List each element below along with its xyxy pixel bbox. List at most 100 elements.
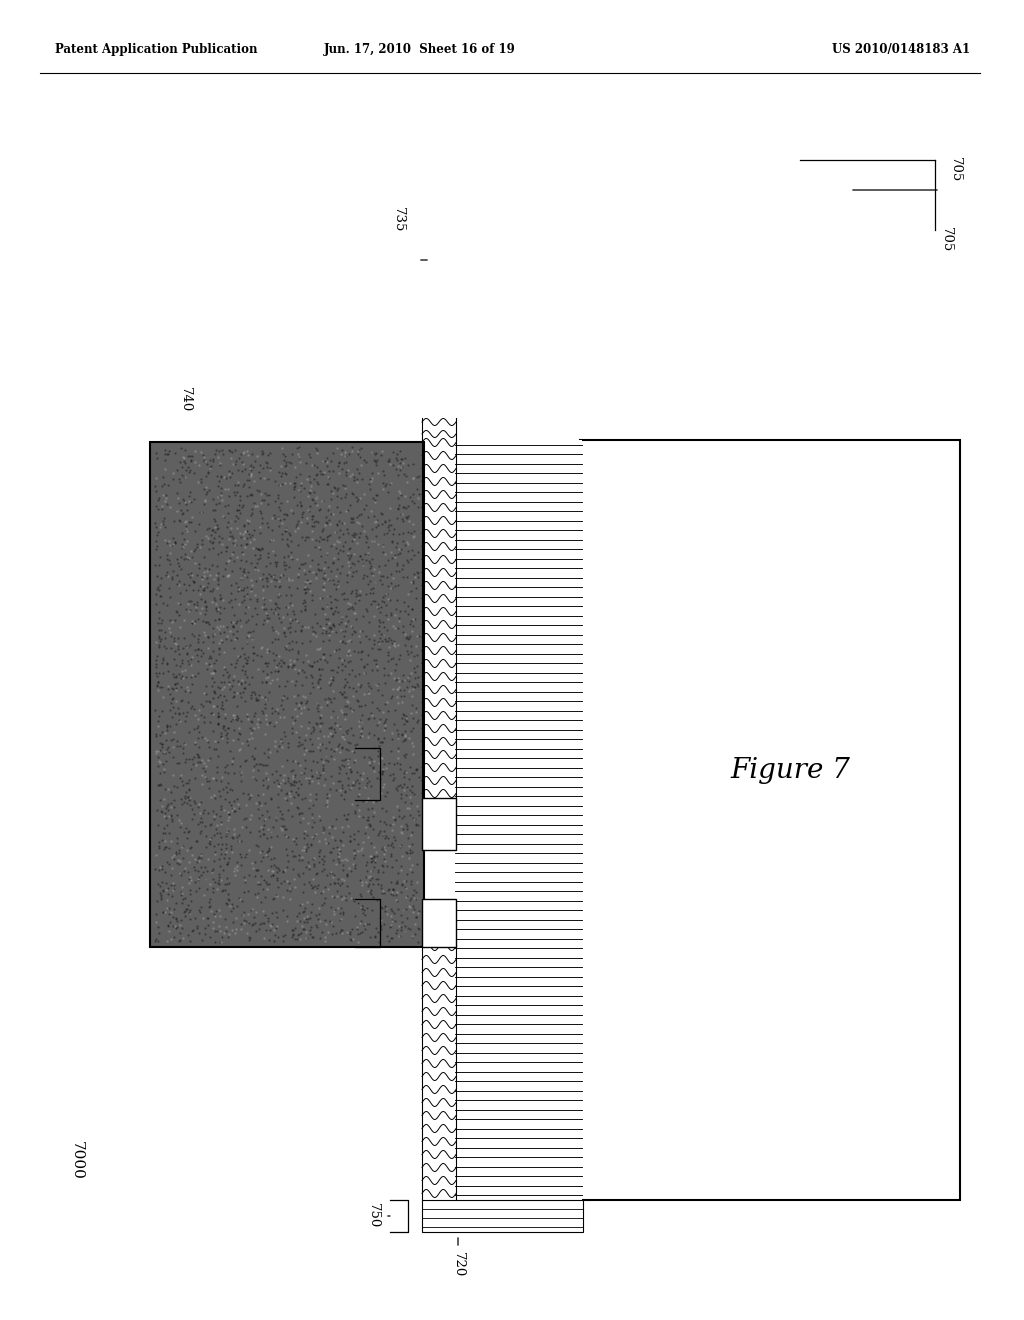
Point	[286, 711, 302, 733]
Point	[309, 486, 326, 507]
Point	[338, 500, 354, 521]
Point	[276, 521, 293, 543]
Point	[161, 441, 177, 462]
Point	[232, 609, 249, 630]
Point	[343, 582, 359, 603]
Point	[193, 537, 209, 558]
Point	[231, 499, 248, 520]
Point	[409, 467, 425, 488]
Point	[271, 510, 288, 531]
Point	[272, 455, 289, 477]
Point	[401, 649, 418, 671]
Point	[388, 458, 404, 479]
Point	[158, 837, 174, 858]
Point	[348, 512, 365, 533]
Point	[296, 762, 312, 783]
Point	[229, 627, 246, 648]
Point	[406, 525, 422, 546]
Point	[278, 445, 294, 466]
Point	[379, 583, 395, 605]
Point	[248, 920, 264, 941]
Point	[190, 878, 207, 899]
Point	[169, 483, 185, 504]
Point	[268, 807, 285, 828]
Point	[304, 667, 321, 688]
Point	[174, 888, 190, 909]
Point	[269, 655, 286, 676]
Point	[148, 539, 165, 560]
Point	[324, 690, 340, 711]
Point	[147, 653, 164, 675]
Point	[350, 590, 367, 611]
Point	[357, 816, 374, 837]
Point	[390, 678, 407, 700]
Point	[323, 619, 339, 640]
Point	[355, 554, 372, 576]
Point	[334, 684, 350, 705]
Point	[262, 849, 279, 870]
Point	[385, 807, 401, 828]
Point	[226, 685, 243, 706]
Point	[167, 702, 183, 723]
Point	[395, 705, 412, 726]
Point	[210, 574, 226, 595]
Point	[295, 902, 311, 923]
Point	[404, 902, 421, 923]
Point	[371, 632, 387, 653]
Point	[202, 896, 218, 917]
Point	[240, 626, 256, 647]
Point	[219, 566, 236, 587]
Point	[357, 663, 374, 684]
Point	[365, 531, 381, 552]
Point	[200, 731, 216, 752]
Point	[168, 677, 184, 698]
Point	[322, 909, 338, 931]
Point	[378, 709, 394, 730]
Point	[299, 813, 315, 834]
Point	[291, 697, 307, 718]
Point	[205, 520, 221, 541]
Point	[411, 626, 427, 647]
Point	[286, 473, 302, 494]
Point	[385, 813, 401, 834]
Point	[201, 771, 217, 792]
Point	[389, 455, 406, 477]
Point	[403, 663, 420, 684]
Point	[190, 793, 207, 814]
Point	[347, 906, 364, 927]
Point	[297, 591, 313, 612]
Point	[172, 929, 188, 950]
Point	[293, 923, 309, 944]
Point	[395, 730, 412, 751]
Point	[178, 519, 195, 540]
Point	[228, 682, 245, 704]
Point	[393, 685, 410, 706]
Point	[333, 830, 349, 851]
Point	[401, 627, 418, 648]
Point	[283, 499, 299, 520]
Point	[380, 644, 396, 665]
Point	[183, 837, 200, 858]
Point	[158, 750, 174, 771]
Point	[367, 725, 383, 746]
Point	[311, 659, 328, 680]
Point	[292, 803, 308, 824]
Point	[236, 515, 252, 536]
Point	[285, 767, 301, 788]
Point	[298, 690, 314, 711]
Point	[172, 768, 188, 789]
Point	[152, 554, 168, 576]
Point	[311, 767, 328, 788]
Point	[300, 655, 316, 676]
Point	[373, 747, 389, 768]
Point	[260, 445, 276, 466]
Point	[206, 738, 222, 759]
Point	[293, 474, 309, 495]
Point	[389, 533, 406, 554]
Point	[228, 499, 245, 520]
Point	[321, 624, 337, 645]
Point	[391, 561, 408, 582]
Point	[185, 612, 202, 634]
Point	[376, 754, 392, 775]
Point	[388, 873, 404, 894]
